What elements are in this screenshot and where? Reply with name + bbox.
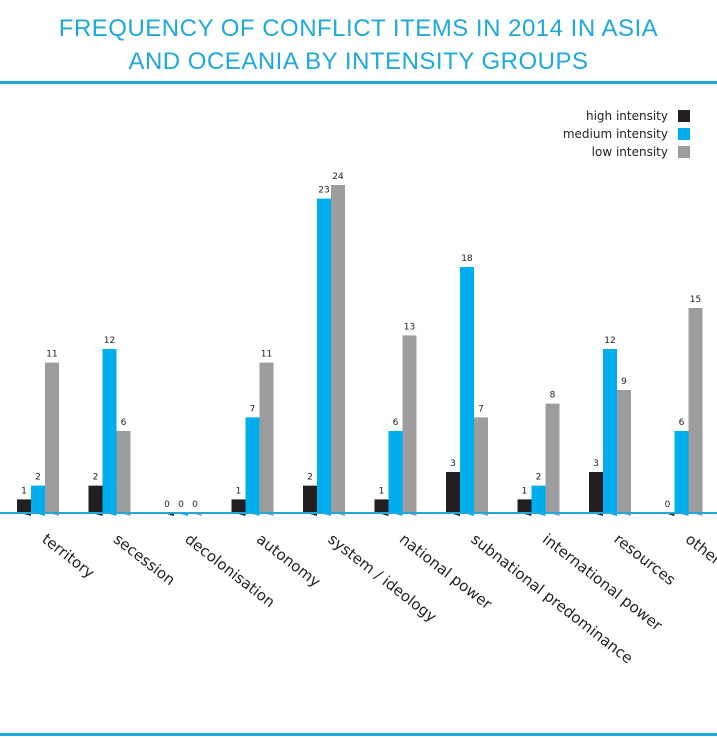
value-label-resources-medium-intensity: 12 (604, 336, 615, 346)
value-label-national-power-medium-intensity: 6 (393, 418, 399, 428)
bar-system-ideology-medium-intensity (317, 198, 331, 516)
value-label-resources-low-intensity: 9 (621, 377, 627, 387)
bars-group (17, 185, 703, 516)
category-label-territory: territory (39, 530, 99, 582)
bar-other-low-intensity (688, 308, 703, 516)
bar-secession-high-intensity (88, 485, 103, 516)
legend-label-high-intensity: high intensity (586, 109, 668, 123)
bar-international-power-low-intensity (545, 403, 560, 516)
bar-subnational-predominance-low-intensity (474, 417, 488, 516)
bar-national-power-low-intensity (402, 335, 417, 516)
legend-swatch-medium-intensity (678, 128, 690, 140)
bar-international-power-high-intensity (517, 499, 532, 516)
bar-secession-medium-intensity (102, 349, 117, 516)
value-label-other-medium-intensity: 6 (679, 418, 685, 428)
value-label-secession-medium-intensity: 12 (104, 336, 115, 346)
legend: high intensity medium intensity low intens… (563, 109, 690, 159)
category-label-secession: secession (110, 530, 179, 589)
value-label-autonomy-low-intensity: 11 (261, 350, 272, 360)
value-label-secession-high-intensity: 2 (93, 473, 99, 483)
value-label-national-power-low-intensity: 13 (404, 322, 415, 332)
value-label-system-ideology-medium-intensity: 23 (318, 186, 329, 196)
bar-resources-medium-intensity (603, 349, 617, 516)
value-label-other-low-intensity: 15 (690, 295, 701, 305)
value-label-international-power-high-intensity: 1 (522, 486, 528, 496)
value-label-decolonisation-medium-intensity: 0 (178, 500, 184, 510)
value-label-subnational-predominance-low-intensity: 7 (478, 404, 484, 414)
value-label-secession-low-intensity: 6 (121, 418, 127, 428)
bar-autonomy-medium-intensity (245, 417, 260, 516)
value-label-subnational-predominance-high-intensity: 3 (450, 459, 456, 469)
bar-territory-medium-intensity (31, 485, 45, 516)
bar-subnational-predominance-high-intensity (446, 472, 460, 516)
value-label-system-ideology-low-intensity: 24 (332, 172, 344, 182)
bar-international-power-medium-intensity (531, 485, 546, 516)
value-label-autonomy-high-intensity: 1 (236, 486, 242, 496)
category-label-international-power: international power (539, 530, 666, 635)
value-label-system-ideology-high-intensity: 2 (307, 473, 313, 483)
chart-title-line-1: FREQUENCY OF CONFLICT ITEMS IN 2014 IN A… (58, 15, 659, 42)
bar-system-ideology-low-intensity (331, 185, 345, 516)
value-label-subnational-predominance-medium-intensity: 18 (461, 254, 473, 264)
legend-label-medium-intensity: medium intensity (563, 127, 668, 141)
bar-resources-high-intensity (589, 472, 603, 516)
chart-title-line-2: AND OCEANIA BY INTENSITY GROUPS (128, 48, 589, 75)
value-label-territory-high-intensity: 1 (21, 486, 27, 496)
category-labels-group: territory secession decolonisationautonomy… (39, 530, 717, 667)
bar-national-power-high-intensity (374, 499, 389, 516)
value-label-decolonisation-high-intensity: 0 (164, 500, 170, 510)
bar-system-ideology-high-intensity (303, 485, 317, 516)
chart-title: FREQUENCY OF CONFLICT ITEMS IN 2014 IN A… (0, 12, 717, 78)
bar-subnational-predominance-medium-intensity (460, 267, 474, 516)
value-label-territory-medium-intensity: 2 (35, 473, 41, 483)
category-label-autonomy: autonomy (253, 530, 324, 591)
bar-national-power-medium-intensity (388, 431, 403, 516)
value-label-international-power-medium-intensity: 2 (536, 473, 542, 483)
legend-label-low-intensity: low intensity (592, 145, 668, 159)
bottom-divider (0, 733, 717, 736)
title-divider (0, 81, 717, 84)
bar-resources-low-intensity (617, 390, 631, 516)
value-label-international-power-low-intensity: 8 (550, 391, 556, 401)
bar-territory-low-intensity (45, 362, 59, 516)
value-label-territory-low-intensity: 11 (46, 350, 57, 360)
bar-other-medium-intensity (674, 431, 689, 516)
value-label-national-power-high-intensity: 1 (379, 486, 385, 496)
value-label-autonomy-medium-intensity: 7 (250, 404, 256, 414)
bar-autonomy-low-intensity (259, 362, 274, 516)
category-label-other: other (682, 530, 717, 569)
legend-swatch-low-intensity (678, 146, 690, 158)
value-label-decolonisation-low-intensity: 0 (192, 500, 198, 510)
bar-autonomy-high-intensity (231, 499, 246, 516)
category-label-resources: resources (611, 530, 680, 589)
value-label-other-high-intensity: 0 (665, 500, 671, 510)
value-label-resources-high-intensity: 3 (593, 459, 599, 469)
legend-swatch-high-intensity (678, 110, 690, 122)
bar-territory-high-intensity (17, 499, 31, 516)
bar-secession-low-intensity (116, 431, 131, 516)
